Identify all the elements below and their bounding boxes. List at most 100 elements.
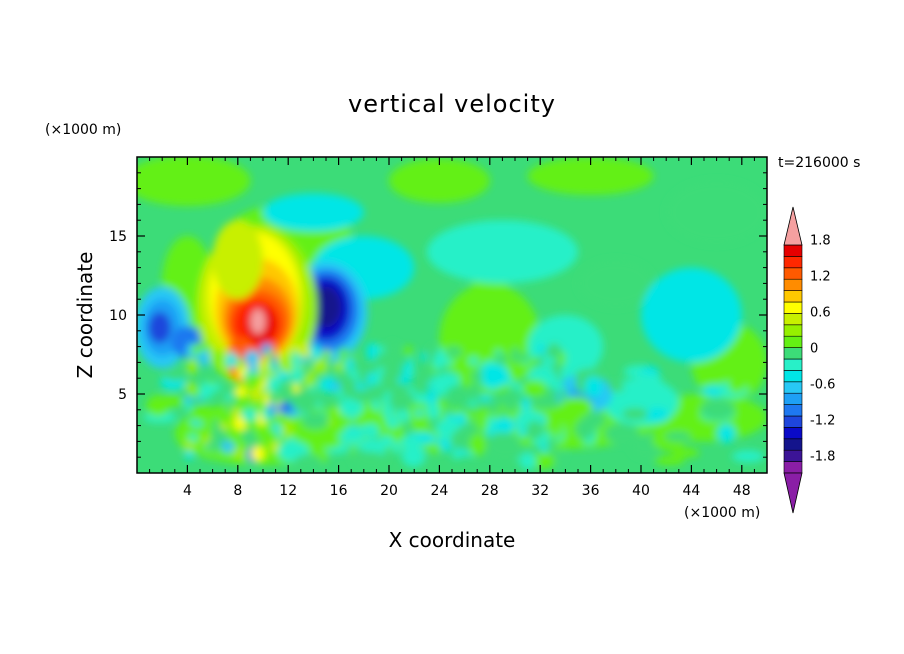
left-downdraft (148, 311, 172, 344)
positive-band (666, 180, 767, 244)
colorbar-swatch (783, 267, 803, 280)
boundary-cell (469, 433, 487, 457)
convective-cell (340, 350, 347, 368)
convective-cell (234, 358, 245, 370)
convective-cell (406, 367, 415, 376)
convective-cell (520, 397, 531, 412)
colorbar-under-triangle (783, 472, 803, 514)
convective-cell (205, 446, 214, 460)
convective-cell (427, 443, 441, 454)
convective-cell (244, 350, 260, 366)
boundary-cell (671, 447, 700, 458)
convective-cell (188, 433, 198, 442)
convective-cell (402, 419, 413, 437)
convective-cell (366, 372, 375, 388)
boundary-cell (291, 389, 318, 413)
convective-cell (232, 447, 247, 461)
convective-cell (241, 428, 256, 445)
boundary-cell (311, 424, 346, 449)
negative-band (426, 220, 578, 284)
convective-cell (234, 423, 247, 431)
convective-cell (554, 449, 565, 464)
boundary-cell (461, 423, 480, 436)
colorbar-swatch (783, 358, 803, 371)
convective-cell (324, 402, 332, 410)
convective-cell (420, 352, 428, 362)
colorbar-swatch (783, 461, 803, 474)
convective-cell (278, 401, 293, 415)
convective-cell (200, 434, 212, 445)
convective-cell (425, 402, 441, 419)
convective-cell (478, 394, 493, 402)
colorbar-tick-label: -0.6 (810, 377, 835, 392)
convective-cell (280, 420, 295, 438)
convective-cell (249, 387, 263, 402)
colorbar-swatch (783, 404, 803, 417)
boundary-cell (380, 369, 398, 392)
boundary-cell (717, 423, 736, 443)
convective-cell (386, 416, 400, 429)
convective-cell (246, 372, 261, 389)
convective-cell (415, 408, 423, 418)
convective-cell (225, 352, 235, 369)
colorbar-swatch (783, 313, 803, 326)
convective-cell (451, 449, 463, 460)
boundary-cell (519, 452, 537, 470)
colorbar-swatch (783, 301, 803, 314)
boundary-cell (630, 434, 659, 458)
boundary-cell (401, 443, 426, 468)
convective-cell (267, 376, 281, 392)
boundary-cell (189, 405, 217, 423)
boundary-cell (646, 392, 677, 407)
y-axis-label: Z coordinate (73, 252, 97, 379)
boundary-cell (301, 411, 329, 430)
boundary-cell (258, 428, 279, 445)
convective-cell (265, 349, 273, 367)
convective-cell (250, 446, 265, 462)
colorbar-swatch (783, 392, 803, 405)
boundary-cell (339, 375, 357, 396)
convective-cell (234, 386, 248, 397)
x-axis-label: X coordinate (389, 528, 516, 552)
time-label: t=216000 s (778, 155, 860, 171)
x-tick-label: 32 (531, 483, 549, 499)
convective-cell (232, 408, 241, 421)
positive-band (578, 259, 654, 308)
negative-band (263, 193, 364, 232)
boundary-cell (584, 376, 603, 398)
boundary-cell (608, 382, 625, 393)
colorbar-swatch (783, 370, 803, 383)
x-tick-label: 28 (481, 483, 499, 499)
boundary-cell (388, 388, 414, 411)
boundary-cell (636, 373, 663, 392)
convective-cell (536, 343, 547, 355)
x-tick-label: 4 (183, 483, 192, 499)
x-tick-label: 20 (380, 483, 398, 499)
boundary-cell (532, 452, 556, 470)
convective-cell (494, 353, 508, 365)
x-tick-label: 40 (632, 483, 650, 499)
convective-cell (199, 381, 213, 400)
colorbar-swatch (783, 449, 803, 462)
convective-cell (226, 398, 233, 413)
convective-cell (276, 371, 290, 382)
convective-cell (511, 347, 520, 364)
boundary-cell (731, 450, 765, 463)
colorbar-swatch (783, 290, 803, 303)
convective-cell (423, 373, 432, 385)
convective-cell (263, 391, 271, 407)
colorbar-swatch (783, 415, 803, 428)
convective-cell (554, 421, 563, 439)
colorbar: 1.8 1.2 0.6 0 -0.6 -1.2 -1.8 (783, 206, 835, 514)
boundary-cell (604, 422, 640, 445)
convective-cell (560, 387, 567, 402)
positive-band (527, 157, 654, 195)
colorbar-swatch (783, 278, 803, 291)
positive-band (439, 283, 541, 395)
updraft-core (250, 308, 266, 334)
y-tick-label: 5 (118, 387, 127, 403)
boundary-cell (146, 395, 170, 417)
colorbar-swatch (783, 324, 803, 337)
convective-cell (544, 348, 556, 356)
